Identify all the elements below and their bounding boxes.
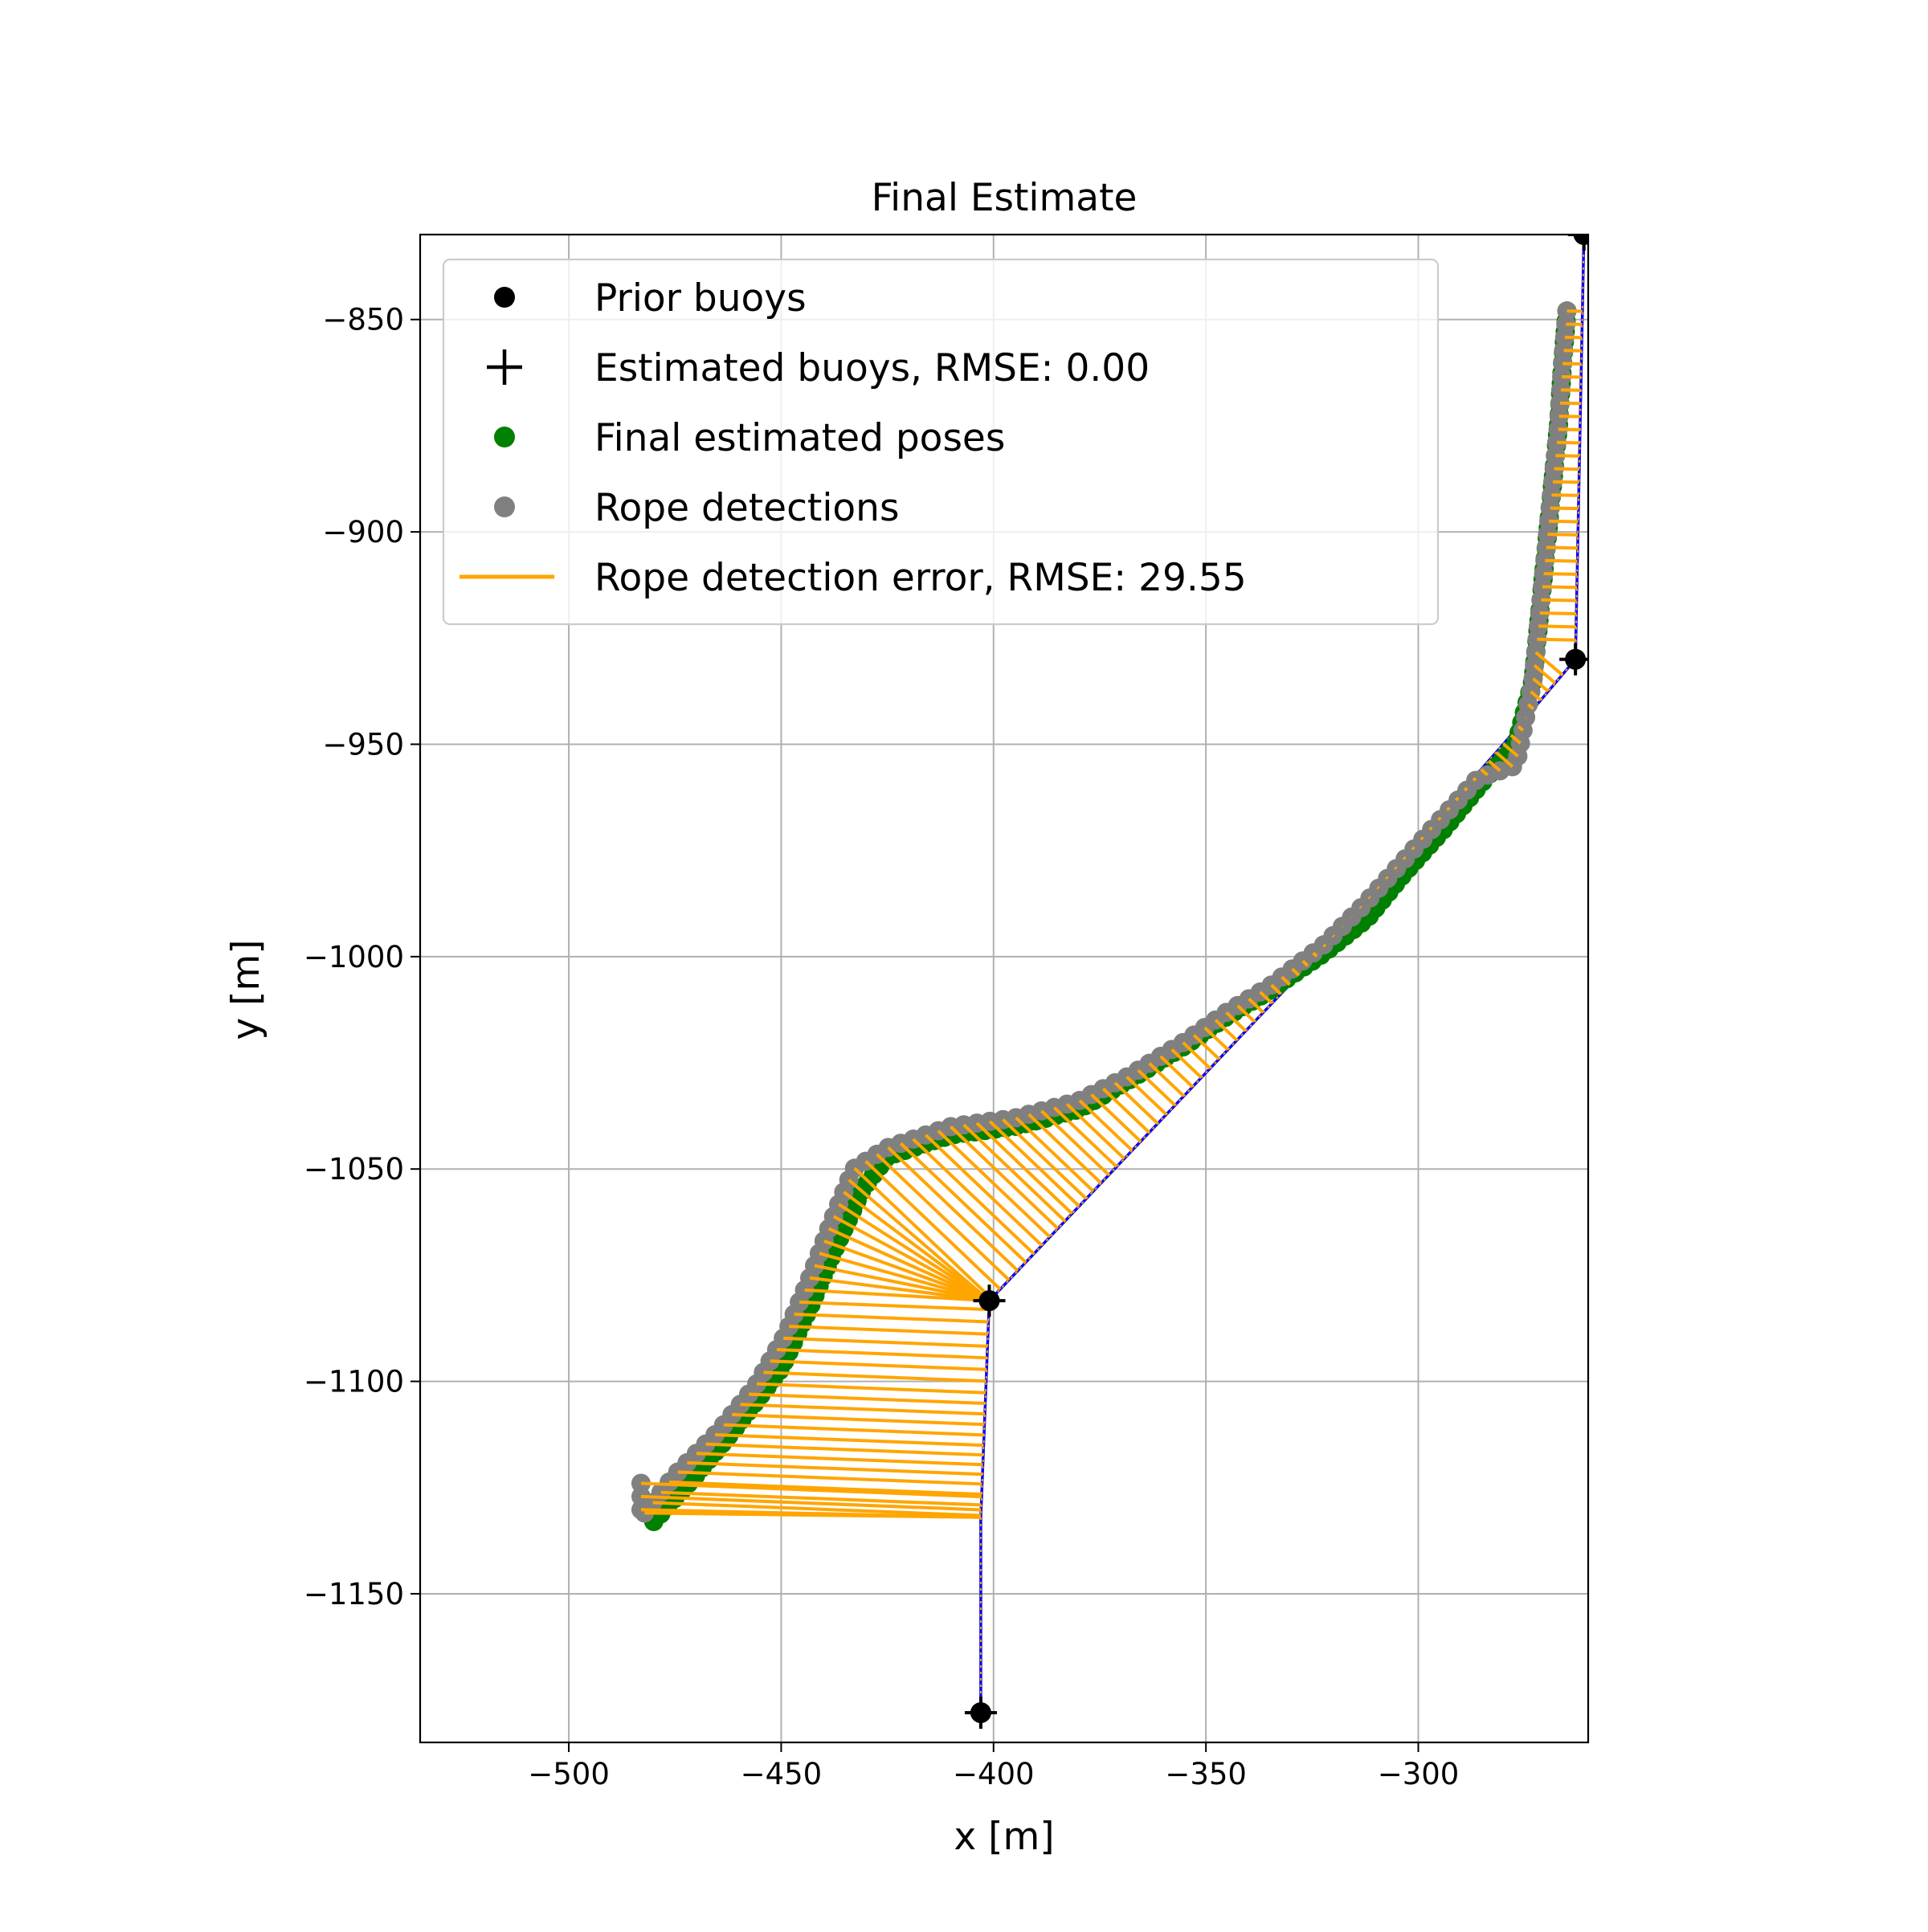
legend: Prior buoys Estimated buoys, RMSE: 0.00 Fi… <box>443 259 1438 624</box>
rope-error-line <box>1464 788 1467 790</box>
rope-error-line <box>1421 838 1423 839</box>
rope-error-line <box>1395 868 1396 869</box>
x-tick-label: −400 <box>953 1757 1035 1791</box>
rope-error-line <box>1558 429 1580 430</box>
rope-error-line <box>1560 403 1581 404</box>
rope-error-line <box>1369 897 1370 898</box>
rope-error-line <box>1547 534 1578 535</box>
rope-error-line <box>1387 877 1388 878</box>
rope-error-line <box>1541 600 1576 601</box>
rope-error-line <box>1551 495 1579 496</box>
rope-error-line <box>1549 521 1578 522</box>
y-tick-label: −1050 <box>304 1152 404 1187</box>
rope-error-line <box>1540 613 1577 614</box>
rope-error-line <box>1378 887 1379 888</box>
rope-error-line <box>1447 808 1449 810</box>
rope-error-line <box>1324 945 1326 946</box>
legend-label: Estimated buoys, RMSE: 0.00 <box>594 346 1150 390</box>
x-tick-label: −350 <box>1165 1757 1247 1791</box>
y-tick-label: −1150 <box>304 1577 404 1611</box>
y-axis-label: y [m] <box>224 939 268 1040</box>
legend-label: Rope detections <box>594 486 899 530</box>
rope-error-line <box>1430 827 1432 829</box>
rope-error-line <box>1545 561 1577 562</box>
rope-error-line <box>1559 416 1580 417</box>
y-tick-label: −950 <box>322 727 404 762</box>
rope-error-line <box>1554 468 1579 469</box>
y-tick-label: −900 <box>322 515 404 549</box>
rope-error-line <box>1412 848 1414 849</box>
rope-error-line <box>1538 626 1576 627</box>
rope-error-line <box>1555 455 1579 456</box>
rope-error-line <box>1456 798 1458 799</box>
rope-error-line <box>1546 547 1578 548</box>
x-tick-label: −500 <box>528 1757 610 1791</box>
chart-title: Final Estimate <box>872 176 1138 220</box>
legend-marker <box>494 427 515 447</box>
legend-marker <box>494 287 515 308</box>
y-tick-label: −1000 <box>304 940 404 974</box>
rope-error-line <box>1403 857 1405 859</box>
rope-error-line <box>1550 508 1579 509</box>
legend-label: Rope detection error, RMSE: 29.55 <box>594 556 1247 600</box>
x-tick-label: −450 <box>741 1757 823 1791</box>
x-tick-label: −300 <box>1378 1757 1460 1791</box>
y-tick-label: −1100 <box>304 1365 404 1399</box>
rope-error-line <box>1439 818 1441 819</box>
legend-label: Final estimated poses <box>594 416 1005 460</box>
legend-marker <box>494 496 515 517</box>
x-axis-label: x [m] <box>954 1815 1054 1859</box>
rope-error-line <box>1542 586 1577 587</box>
legend-label: Prior buoys <box>594 276 807 321</box>
rope-error-line <box>1537 639 1575 640</box>
rope-error-line <box>1473 778 1476 781</box>
rope-error-line <box>1553 482 1579 483</box>
rope-error-line <box>1333 936 1334 937</box>
y-tick-label: −850 <box>322 303 404 337</box>
rope-error-line <box>1360 907 1361 908</box>
